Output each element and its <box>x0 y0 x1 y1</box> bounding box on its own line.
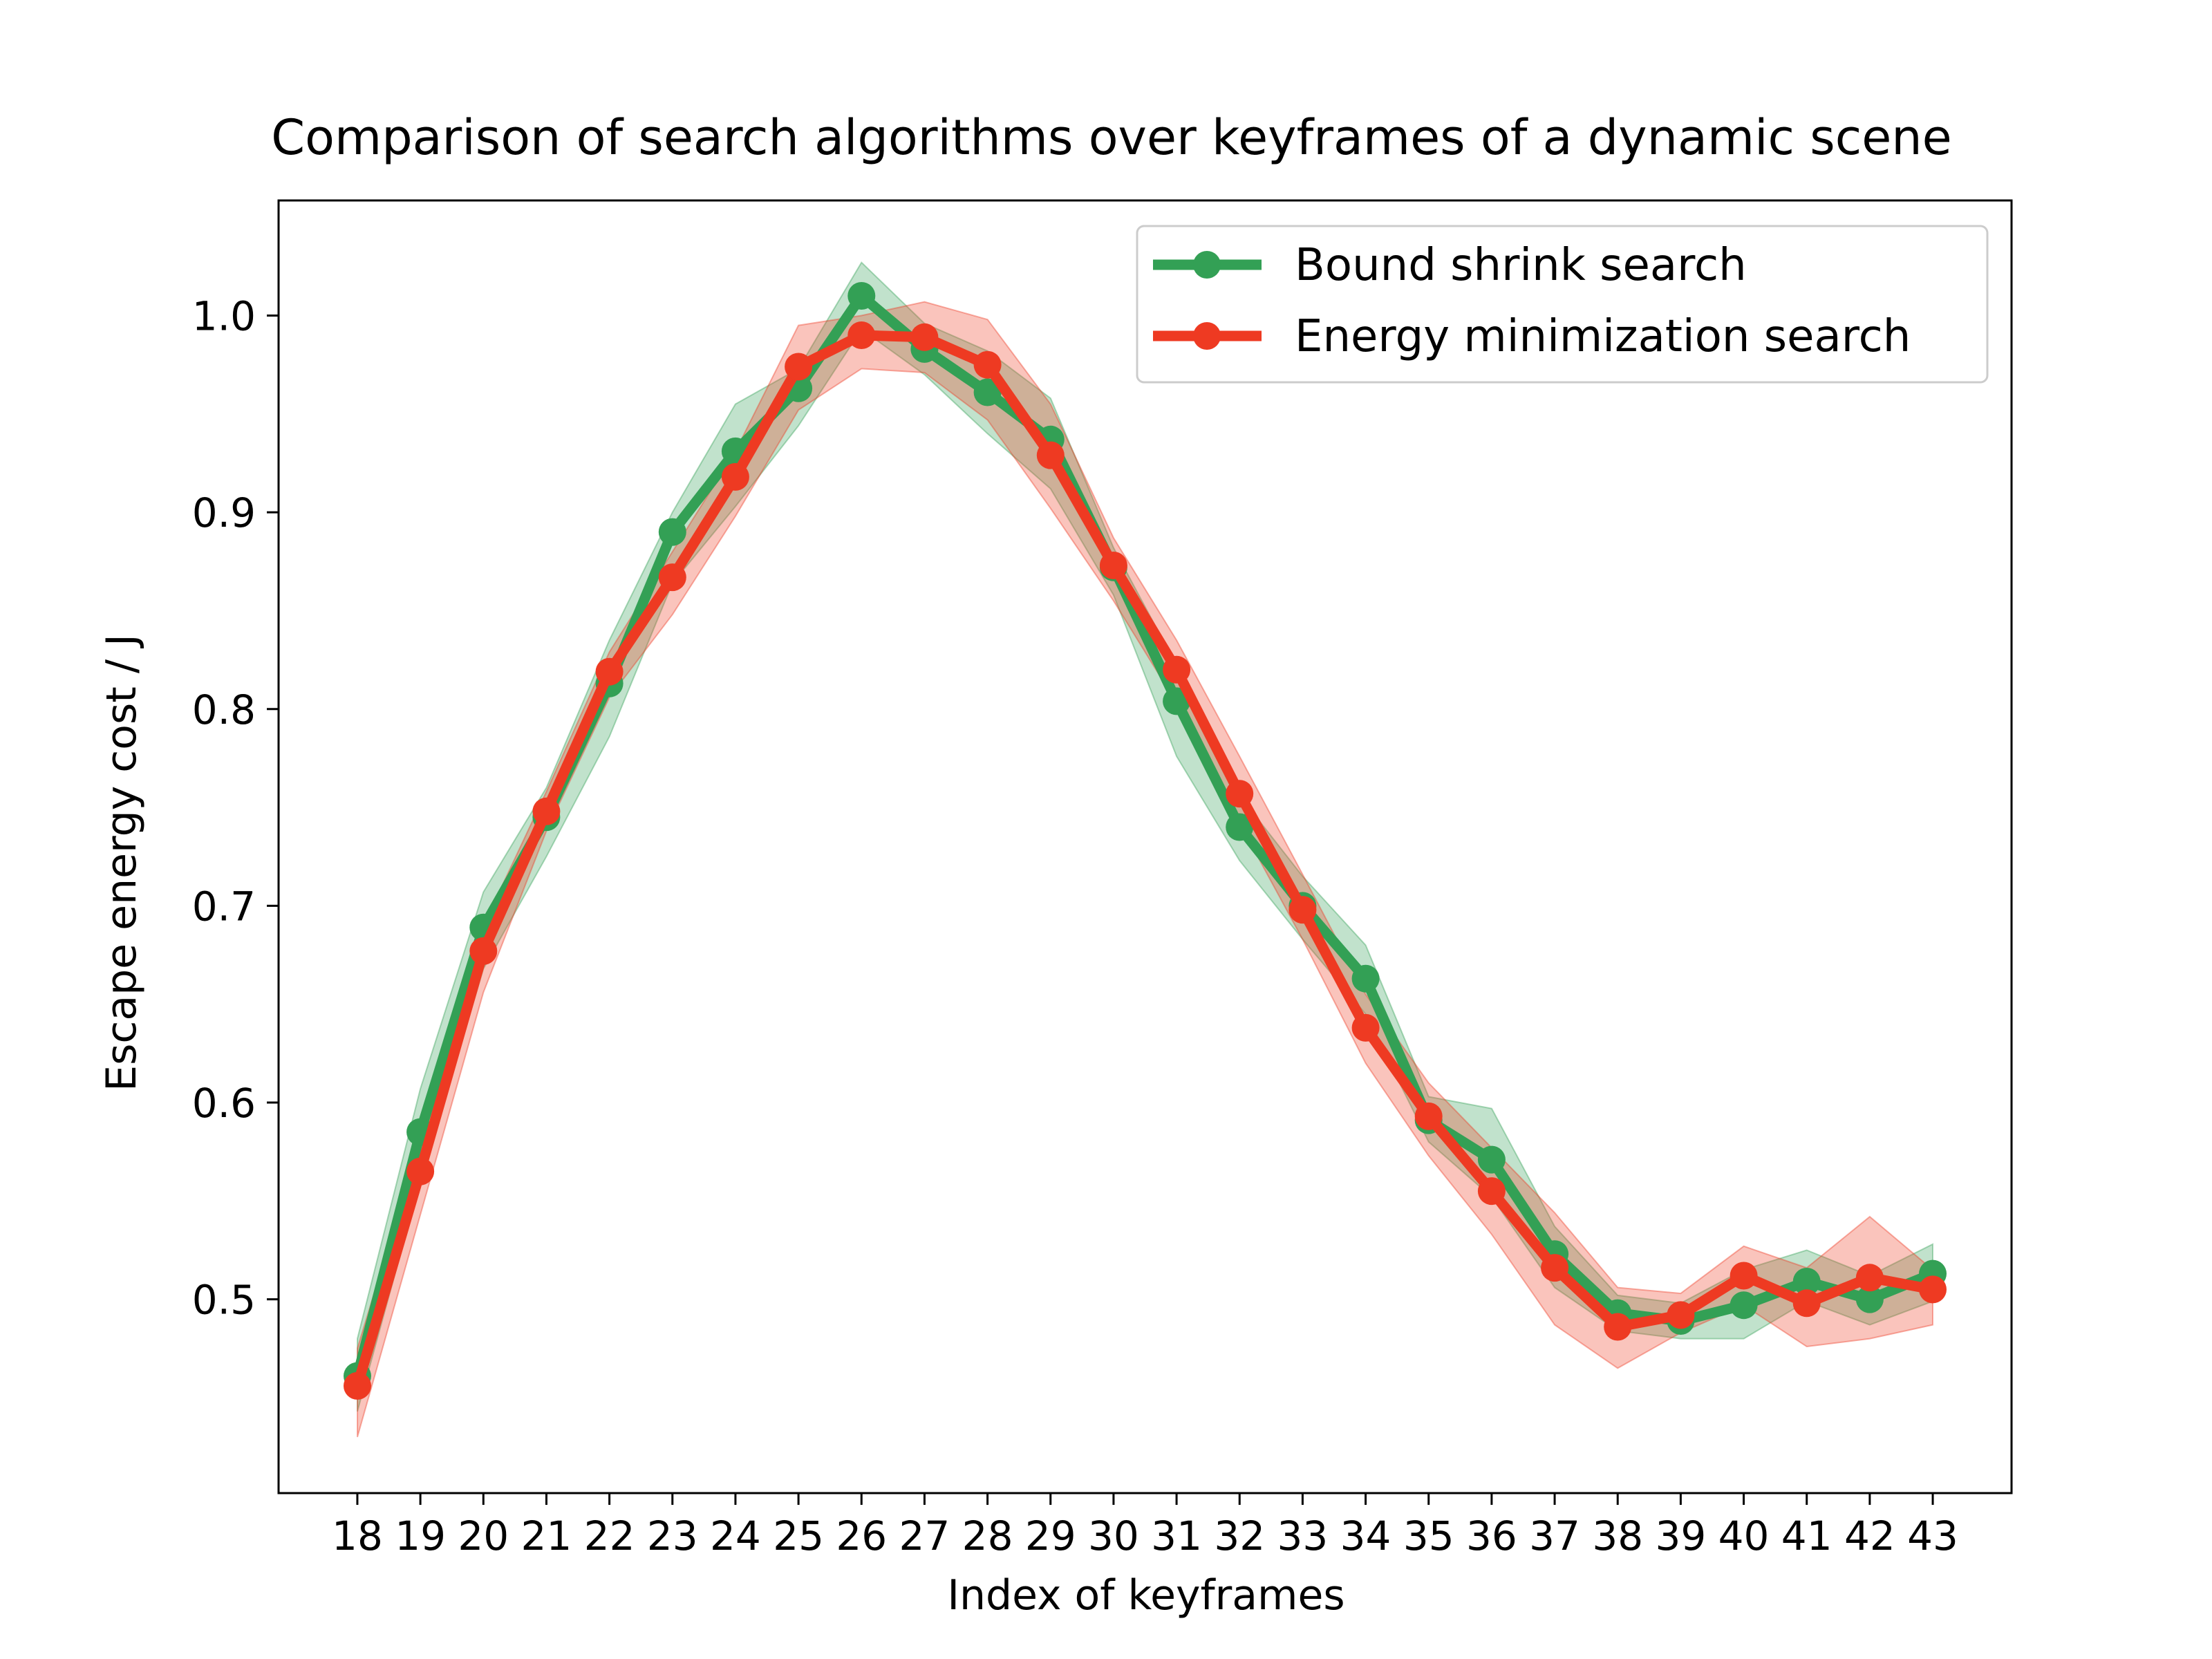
legend-box <box>1136 225 1989 384</box>
data-point-series-2 <box>1288 896 1317 924</box>
legend: Bound shrink search Energy minimization s… <box>1136 225 1989 384</box>
x-tick-label: 33 <box>1277 1512 1329 1559</box>
x-tick-label: 19 <box>395 1512 446 1559</box>
data-point-series-2 <box>595 657 624 686</box>
data-point-series-2 <box>973 350 1002 379</box>
x-tick-label: 21 <box>521 1512 572 1559</box>
legend-label: Energy minimization search <box>1295 311 1911 362</box>
legend-label: Bound shrink search <box>1295 240 1747 291</box>
y-tick-label: 0.5 <box>192 1277 256 1324</box>
x-tick-label: 25 <box>773 1512 824 1559</box>
data-point-series-2 <box>406 1157 435 1185</box>
data-point-series-1 <box>1226 813 1254 841</box>
data-point-series-2 <box>1414 1102 1443 1130</box>
data-point-series-1 <box>1855 1285 1884 1313</box>
data-point-series-1 <box>1730 1291 1758 1320</box>
data-point-series-2 <box>785 353 813 381</box>
data-point-series-2 <box>1667 1301 1695 1329</box>
legend-swatch-marker <box>1193 251 1221 279</box>
y-tick-label: 0.7 <box>192 883 256 930</box>
data-point-series-1 <box>973 378 1002 406</box>
y-tick-label: 0.8 <box>192 686 256 733</box>
x-tick-label: 29 <box>1025 1512 1076 1559</box>
confidence-band-series-2 <box>357 301 1933 1438</box>
data-point-series-1 <box>1792 1268 1821 1295</box>
data-point-series-2 <box>1730 1262 1758 1290</box>
legend-swatch-marker <box>1193 322 1221 350</box>
data-point-series-2 <box>344 1371 371 1400</box>
plot-frame <box>277 199 2013 1494</box>
x-tick-label: 22 <box>584 1512 635 1559</box>
x-tick-label: 38 <box>1592 1512 1643 1559</box>
data-point-series-2 <box>1351 1013 1380 1042</box>
x-tick-label: 34 <box>1340 1512 1391 1559</box>
data-point-series-2 <box>1792 1289 1821 1318</box>
data-point-series-2 <box>469 937 498 965</box>
data-point-series-2 <box>532 797 561 825</box>
data-point-series-2 <box>1099 552 1127 579</box>
x-tick-label: 37 <box>1529 1512 1580 1559</box>
x-tick-label: 24 <box>710 1512 761 1559</box>
data-point-series-2 <box>1541 1254 1569 1282</box>
x-tick-label: 31 <box>1151 1512 1202 1559</box>
data-point-series-2 <box>1226 780 1254 808</box>
data-point-series-1 <box>847 282 876 310</box>
data-point-series-2 <box>847 321 876 349</box>
x-tick-label: 35 <box>1403 1512 1454 1559</box>
x-axis-label: Index of keyframes <box>947 1571 1344 1620</box>
x-tick-label: 23 <box>647 1512 698 1559</box>
data-point-series-2 <box>1919 1275 1947 1304</box>
x-tick-label: 40 <box>1718 1512 1770 1559</box>
data-point-series-1 <box>1351 964 1380 993</box>
y-tick-label: 0.6 <box>192 1080 256 1127</box>
x-tick-label: 32 <box>1214 1512 1265 1559</box>
x-tick-label: 18 <box>332 1512 383 1559</box>
data-point-series-2 <box>1036 441 1065 469</box>
y-tick-label: 0.9 <box>192 489 256 536</box>
data-point-series-2 <box>910 323 939 351</box>
x-tick-label: 36 <box>1466 1512 1517 1559</box>
x-tick-label: 27 <box>899 1512 950 1559</box>
x-tick-label: 30 <box>1088 1512 1139 1559</box>
data-point-series-2 <box>1477 1177 1506 1206</box>
data-point-series-1 <box>658 518 686 546</box>
x-tick-label: 43 <box>1907 1512 1958 1559</box>
x-tick-label: 41 <box>1781 1512 1833 1559</box>
axes: 18 19 20 21 22 23 24 25 26 27 28 29 30 31 32 33 34 35 36 37… <box>192 199 2013 1559</box>
y-axis-label: Escape energy cost / J <box>97 634 146 1091</box>
data-point-series-2 <box>1855 1264 1884 1292</box>
x-tick-label: 42 <box>1844 1512 1895 1559</box>
x-tick-label: 39 <box>1655 1512 1706 1559</box>
data-point-series-2 <box>1604 1313 1632 1341</box>
x-tick-label: 20 <box>458 1512 509 1559</box>
data-point-series-2 <box>721 462 749 491</box>
chart-title: Comparison of search algorithms over key… <box>271 109 1951 166</box>
x-tick-label: 26 <box>836 1512 887 1559</box>
data-point-series-2 <box>1163 655 1191 684</box>
y-tick-label: 1.0 <box>192 293 256 340</box>
plot-area <box>344 261 1947 1438</box>
data-point-series-1 <box>1477 1145 1506 1174</box>
x-tick-label: 28 <box>962 1512 1013 1559</box>
data-point-series-2 <box>658 563 686 592</box>
